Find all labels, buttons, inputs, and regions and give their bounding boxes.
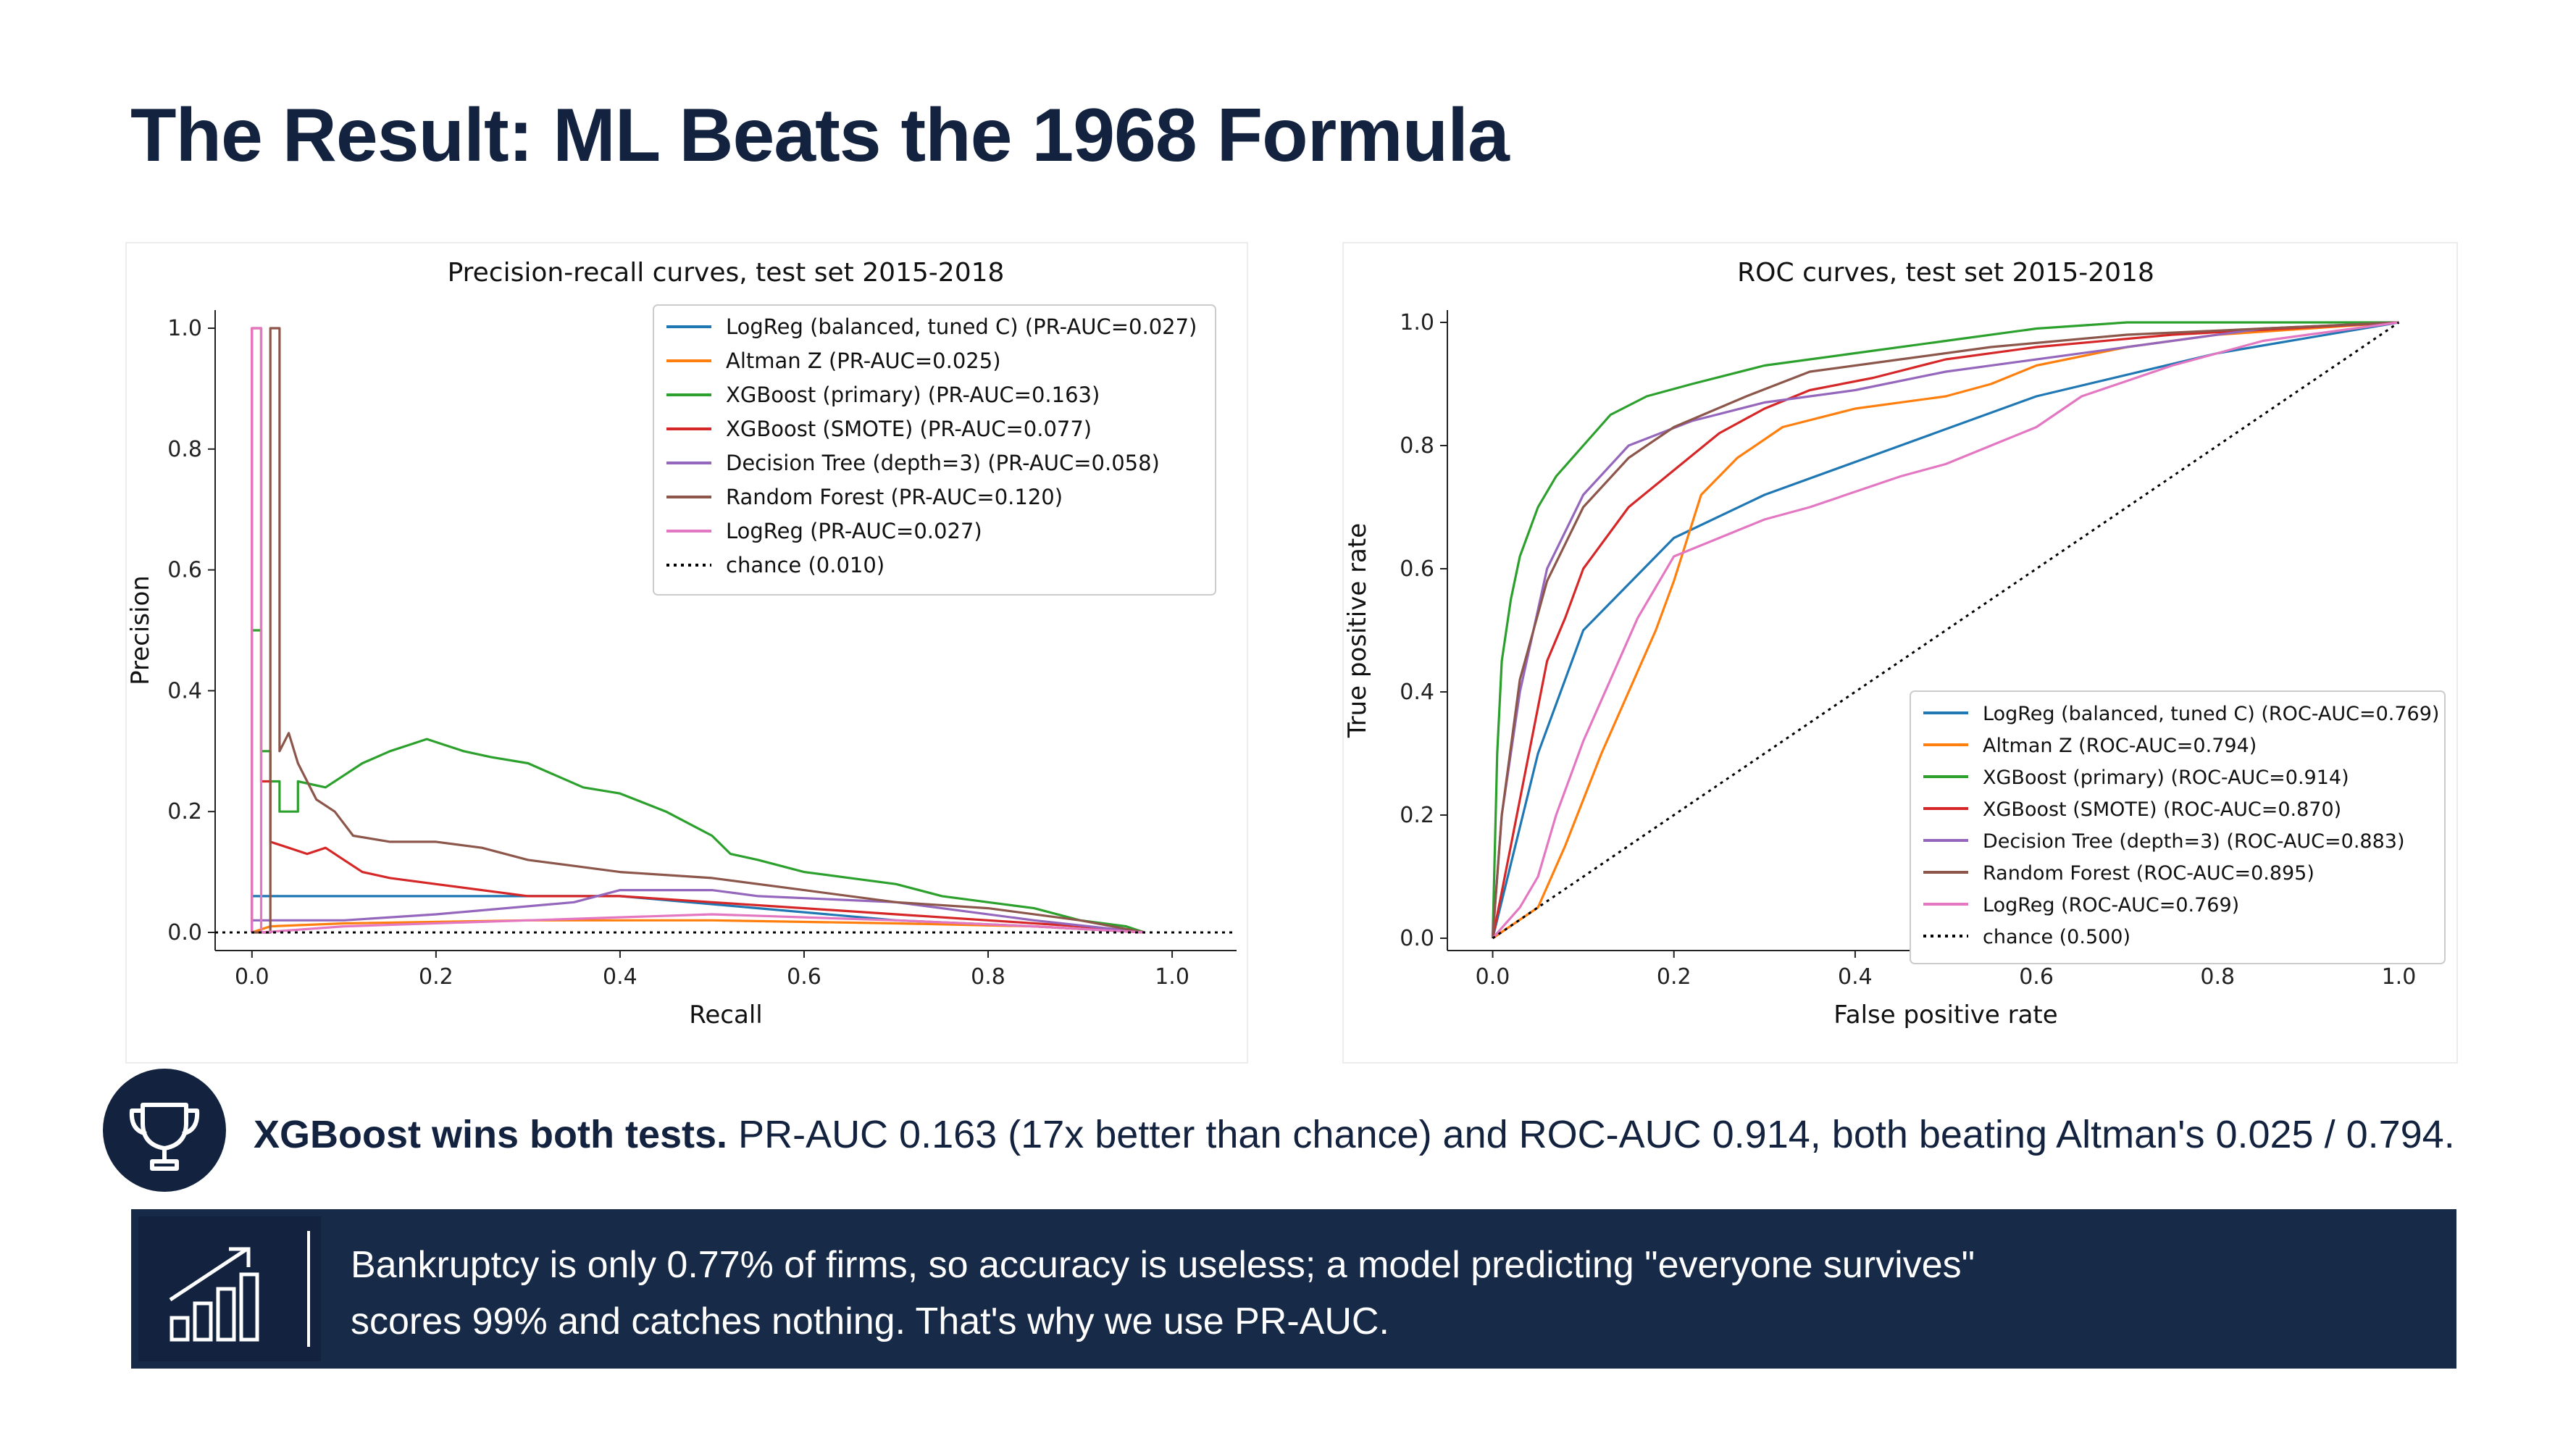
roc-y-tick-label: 0.0	[1400, 926, 1434, 951]
pr-y-tick-label: 0.8	[167, 437, 202, 462]
roc-chart-title: ROC curves, test set 2015-2018	[1737, 258, 2154, 288]
pr-x-tick-label: 0.4	[603, 964, 637, 990]
roc-y-tick-label: 0.2	[1400, 803, 1434, 828]
note-divider	[307, 1231, 310, 1347]
pr-legend-label: chance (0.010)	[726, 553, 885, 577]
roc-series-line-6	[1492, 321, 2399, 940]
roc-x-tick-label: 0.0	[1476, 964, 1510, 990]
pr-legend-label: Random Forest (PR-AUC=0.120)	[726, 485, 1063, 509]
roc-x-tick-label: 0.4	[1838, 964, 1873, 990]
note-text: Bankruptcy is only 0.77% of firms, so ac…	[351, 1237, 1975, 1350]
roc-legend-label: LogReg (ROC-AUC=0.769)	[1983, 894, 2239, 916]
roc-legend-label: XGBoost (primary) (ROC-AUC=0.914)	[1983, 767, 2349, 789]
roc-legend: LogReg (balanced, tuned C) (ROC-AUC=0.76…	[1910, 690, 2446, 964]
roc-x-axis-label: False positive rate	[1833, 1001, 2057, 1030]
callout-text: XGBoost wins both tests. PR-AUC 0.163 (1…	[254, 1112, 2455, 1157]
roc-legend-label: chance (0.500)	[1983, 926, 2130, 948]
trophy-icon	[103, 1069, 226, 1192]
roc-series-line-2	[1491, 321, 2399, 939]
roc-chart-svg: ROC curves, test set 2015-2018 0.0 0.2 0.4 0…	[1344, 258, 2446, 1030]
callout-bold: XGBoost wins both tests.	[254, 1113, 728, 1156]
roc-y-tick-label: 0.8	[1400, 433, 1434, 459]
roc-y-tick-label: 1.0	[1400, 310, 1434, 335]
roc-legend-label: Random Forest (ROC-AUC=0.895)	[1983, 862, 2314, 885]
roc-legend-box	[1910, 690, 2446, 964]
roc-x-tick-label: 1.0	[2382, 964, 2417, 990]
slide-title: The Result: ML Beats the 1968 Formula	[130, 93, 1510, 178]
pr-legend-label: LogReg (PR-AUC=0.027)	[726, 519, 982, 543]
pr-series-line-3	[251, 327, 1145, 934]
pr-x-tick-label: 0.0	[235, 964, 269, 990]
note-line-2: scores 99% and catches nothing. That's w…	[351, 1300, 1389, 1342]
pr-series-line-2	[251, 629, 1145, 934]
roc-series-line-4	[1491, 321, 2399, 939]
pr-curve-chart: Precision-recall curves, test set 2015-2…	[125, 242, 1248, 1064]
roc-legend-label: Altman Z (ROC-AUC=0.794)	[1983, 735, 2257, 757]
pr-legend-box	[653, 304, 1216, 596]
pr-y-tick-label: 0.0	[167, 920, 202, 945]
pr-x-tick-label: 0.6	[787, 964, 821, 990]
pr-y-axis-label: Precision	[127, 575, 155, 685]
roc-series-line-7	[1492, 321, 2400, 940]
roc-legend-label: LogReg (balanced, tuned C) (ROC-AUC=0.76…	[1983, 703, 2439, 725]
bar-chart-growth-icon	[138, 1216, 321, 1361]
pr-y-tick-label: 1.0	[167, 316, 202, 341]
pr-y-tick-label: 0.2	[167, 799, 202, 824]
roc-x-tick-label: 0.6	[2019, 964, 2054, 990]
pr-legend-label: Decision Tree (depth=3) (PR-AUC=0.058)	[726, 451, 1160, 475]
note-line-1: Bankruptcy is only 0.77% of firms, so ac…	[351, 1244, 1975, 1286]
roc-y-axis-label: True positive rate	[1344, 523, 1372, 738]
roc-x-tick-label: 0.2	[1657, 964, 1691, 990]
note-box: Bankruptcy is only 0.77% of firms, so ac…	[131, 1209, 2456, 1369]
roc-legend-label: Decision Tree (depth=3) (ROC-AUC=0.883)	[1983, 830, 2405, 853]
pr-legend-label: XGBoost (SMOTE) (PR-AUC=0.077)	[726, 417, 1092, 441]
roc-x-tick-label: 0.8	[2200, 964, 2235, 990]
roc-series-line-3	[1491, 321, 2399, 939]
pr-chart-title: Precision-recall curves, test set 2015-2…	[448, 258, 1005, 288]
roc-series-line-0	[1491, 321, 2399, 939]
pr-legend-label: LogReg (balanced, tuned C) (PR-AUC=0.027…	[726, 314, 1197, 339]
pr-y-tick-label: 0.6	[167, 558, 202, 583]
pr-x-tick-label: 1.0	[1155, 964, 1189, 990]
callout-body: PR-AUC 0.163 (17x better than chance) an…	[727, 1113, 2455, 1156]
pr-legend: LogReg (balanced, tuned C) (PR-AUC=0.027…	[653, 304, 1216, 596]
roc-y-tick-label: 0.4	[1400, 680, 1434, 705]
roc-curve-chart: ROC curves, test set 2015-2018 0.0 0.2 0.4 0…	[1342, 242, 2458, 1064]
pr-series-line-6	[251, 327, 1145, 934]
pr-x-tick-label: 0.2	[419, 964, 453, 990]
pr-chart-svg: Precision-recall curves, test set 2015-2…	[127, 258, 1237, 1030]
roc-series-line-1	[1492, 321, 2399, 940]
pr-series-line-4	[251, 888, 1145, 934]
pr-legend-label: Altman Z (PR-AUC=0.025)	[726, 348, 1001, 373]
result-callout: XGBoost wins both tests. PR-AUC 0.163 (1…	[101, 1069, 2564, 1192]
roc-y-tick-label: 0.6	[1400, 556, 1434, 582]
roc-series-line-5	[1491, 321, 2399, 939]
roc-legend-label: XGBoost (SMOTE) (ROC-AUC=0.870)	[1983, 798, 2341, 821]
pr-x-axis-label: Recall	[689, 1001, 762, 1030]
pr-y-tick-label: 0.4	[167, 678, 202, 703]
pr-legend-label: XGBoost (primary) (PR-AUC=0.163)	[726, 383, 1100, 407]
pr-series-line-5	[251, 327, 1145, 934]
pr-x-tick-label: 0.8	[971, 964, 1005, 990]
